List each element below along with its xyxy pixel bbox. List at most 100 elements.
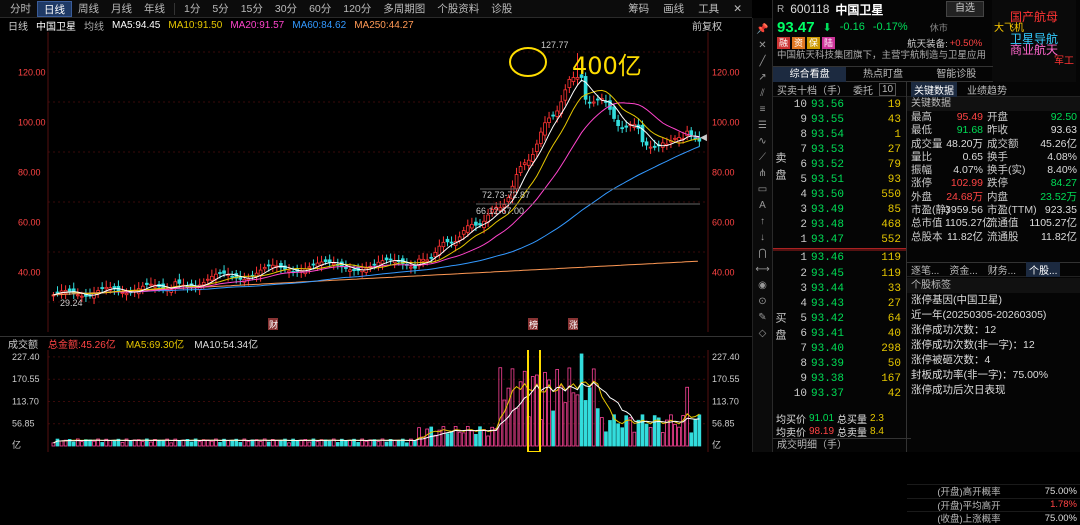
buy-level-row[interactable]: 8 93.39 50 [773, 357, 906, 372]
tab-hotspot[interactable]: 热点盯盘 [862, 68, 903, 80]
order-book-title[interactable]: 买卖十档（手） [777, 85, 847, 97]
tab-finance[interactable]: 财务... [987, 266, 1017, 277]
line-icon[interactable]: ╱ [759, 56, 766, 67]
delete-icon[interactable]: ✎ [758, 312, 767, 323]
volume-svg[interactable]: 227.40 170.55 113.70 56.85 亿 227.40 170.55 113.… [0, 335, 752, 453]
trade-detail-tab[interactable]: 成交明细（手） [773, 438, 911, 452]
tab-15min[interactable]: 15分 [240, 2, 263, 15]
tab-tick[interactable]: 逐笔... [911, 266, 940, 277]
badge-connect[interactable]: 陆 [822, 37, 836, 49]
rect-icon[interactable]: ▭ [757, 184, 768, 195]
kline-chart[interactable]: 120.00 100.00 80.00 60.00 40.00 120.00 100.00 8… [0, 32, 752, 332]
magnet-icon[interactable]: ⋂ [758, 248, 767, 259]
tab-1min[interactable]: 1分 [184, 2, 201, 15]
sell-level-row[interactable]: 10 93.56 19 [773, 97, 906, 112]
tab-daily[interactable]: 日线 [37, 0, 72, 17]
buy-level-lv: 6 [800, 327, 807, 340]
badge-fund[interactable]: 资 [792, 37, 806, 49]
cycle-icon[interactable]: ⋔ [758, 168, 767, 179]
marker-limit-up[interactable] [568, 318, 578, 330]
ma10-line [53, 89, 700, 296]
sector-name[interactable]: 航天装备: [907, 39, 948, 50]
text-icon[interactable]: A [759, 200, 766, 211]
tab-monthly[interactable]: 月线 [111, 2, 132, 15]
buy-level-row[interactable]: 9 93.38 167 [773, 372, 906, 387]
candle-body [384, 257, 389, 261]
tab-60min[interactable]: 60分 [309, 2, 332, 15]
tab-overview[interactable]: 综合看盘 [773, 66, 847, 82]
badge-margin[interactable]: 融 [777, 37, 791, 49]
tab-stock-tags[interactable]: 个股... [1026, 262, 1061, 277]
tab-diagnosis[interactable]: 诊股 [491, 2, 513, 15]
ray-icon[interactable]: ↗ [758, 72, 767, 83]
tab-weekly[interactable]: 周线 [78, 2, 99, 15]
volume-bar [238, 442, 243, 447]
tab-multi-period[interactable]: 多周期图 [383, 2, 426, 15]
marker-board[interactable] [528, 318, 538, 330]
sell-level-row[interactable]: 1 93.47 552 [773, 233, 906, 248]
sell-level-row[interactable]: 7 93.53 27 [773, 142, 906, 157]
badge-guarantee[interactable]: 保 [807, 37, 821, 49]
candle-body [413, 265, 417, 269]
watchlist-button[interactable]: 自选 [946, 1, 984, 17]
cross-icon[interactable]: ✕ [758, 40, 767, 51]
buy-level-row[interactable]: 5 93.42 64 [773, 311, 906, 326]
gann-icon[interactable]: ⟋ [759, 152, 766, 163]
layers-icon[interactable]: ◇ [758, 328, 767, 339]
tab-key-data[interactable]: 关键数据 [911, 81, 957, 97]
measure-icon[interactable]: ⟷ [755, 264, 770, 275]
buy-level-row[interactable]: 4 93.43 27 [773, 296, 906, 311]
volume-label[interactable]: 成交额 [8, 340, 38, 351]
order-book-commission[interactable]: 委托 [853, 85, 873, 97]
order-book-depth[interactable]: 10 [879, 82, 897, 96]
buy-level-row[interactable]: 2 93.45 119 [773, 266, 906, 281]
volume-bar [173, 438, 178, 447]
sell-level-vo: 79 [887, 158, 901, 171]
volume-chart[interactable]: 227.40 170.55 113.70 56.85 亿 227.40 170.55 113.… [0, 335, 752, 453]
tab-120min[interactable]: 120分 [343, 2, 372, 15]
chips-button[interactable]: 筹码 [628, 2, 650, 15]
wave-icon[interactable]: ∿ [758, 136, 767, 147]
adjust-mode[interactable]: 前复权 [692, 21, 722, 33]
kline-svg[interactable]: 120.00 100.00 80.00 60.00 40.00 120.00 100.00 8… [0, 32, 752, 332]
sell-level-row[interactable]: 4 93.50 550 [773, 188, 906, 203]
sell-level-row[interactable]: 8 93.54 1 [773, 127, 906, 142]
tab-5min[interactable]: 5分 [212, 2, 229, 15]
sell-level-row[interactable]: 5 93.51 93 [773, 172, 906, 187]
buy-level-row[interactable]: 1 93.46 119 [773, 251, 906, 266]
price-icon[interactable]: ↓ [760, 232, 765, 243]
tab-30min[interactable]: 30分 [274, 2, 298, 15]
tab-diagnose[interactable]: 智能诊股 [936, 68, 977, 80]
fib-icon[interactable]: ☰ [758, 120, 767, 131]
tab-yearly[interactable]: 年线 [144, 2, 165, 15]
tab-performance-trend[interactable]: 业绩趋势 [967, 85, 1007, 97]
ma5-value: MA5:94.45 [112, 19, 161, 31]
buy-level-row[interactable]: 7 93.40 298 [773, 342, 906, 357]
period-line: 近一年(20250305-20260305) [911, 309, 1047, 321]
draw-line-button[interactable]: 画线 [663, 2, 685, 15]
tab-timeshare[interactable]: 分时 [10, 2, 31, 15]
sell-level-row[interactable]: 3 93.49 85 [773, 203, 906, 218]
buy-level-row[interactable]: 6 93.41 40 [773, 326, 906, 341]
stat-row: (开盘)平均高开 1.78% [907, 497, 1080, 512]
close-icon[interactable]: ✕ [733, 2, 742, 15]
volume-bar [352, 438, 356, 447]
key-data-title: 关键数据 [907, 97, 1080, 111]
tab-capital[interactable]: 资金... [949, 266, 978, 277]
buy-level-row[interactable]: 10 93.37 42 [773, 387, 906, 402]
parallel-icon[interactable]: ⫽ [760, 88, 765, 99]
sell-level-row[interactable]: 9 93.55 43 [773, 112, 906, 127]
pin-icon[interactable]: 📌 [756, 24, 769, 35]
tools-button[interactable]: 工具 [698, 2, 720, 15]
sell-level-row[interactable]: 6 93.52 79 [773, 157, 906, 172]
eye-icon[interactable]: ◉ [758, 280, 767, 291]
sell-level-row[interactable]: 2 93.48 468 [773, 218, 906, 233]
tab-stock-profile[interactable]: 个股资料 [437, 2, 480, 15]
volume-bar [210, 440, 214, 447]
lock-icon[interactable]: ⊙ [758, 296, 767, 307]
marker-earnings[interactable] [268, 318, 278, 330]
arrow-icon[interactable]: ↑ [760, 216, 765, 227]
channel-icon[interactable]: ≡ [759, 104, 766, 115]
buy-level-row[interactable]: 3 93.44 33 [773, 281, 906, 296]
ma-type[interactable]: 均线 [84, 21, 104, 33]
